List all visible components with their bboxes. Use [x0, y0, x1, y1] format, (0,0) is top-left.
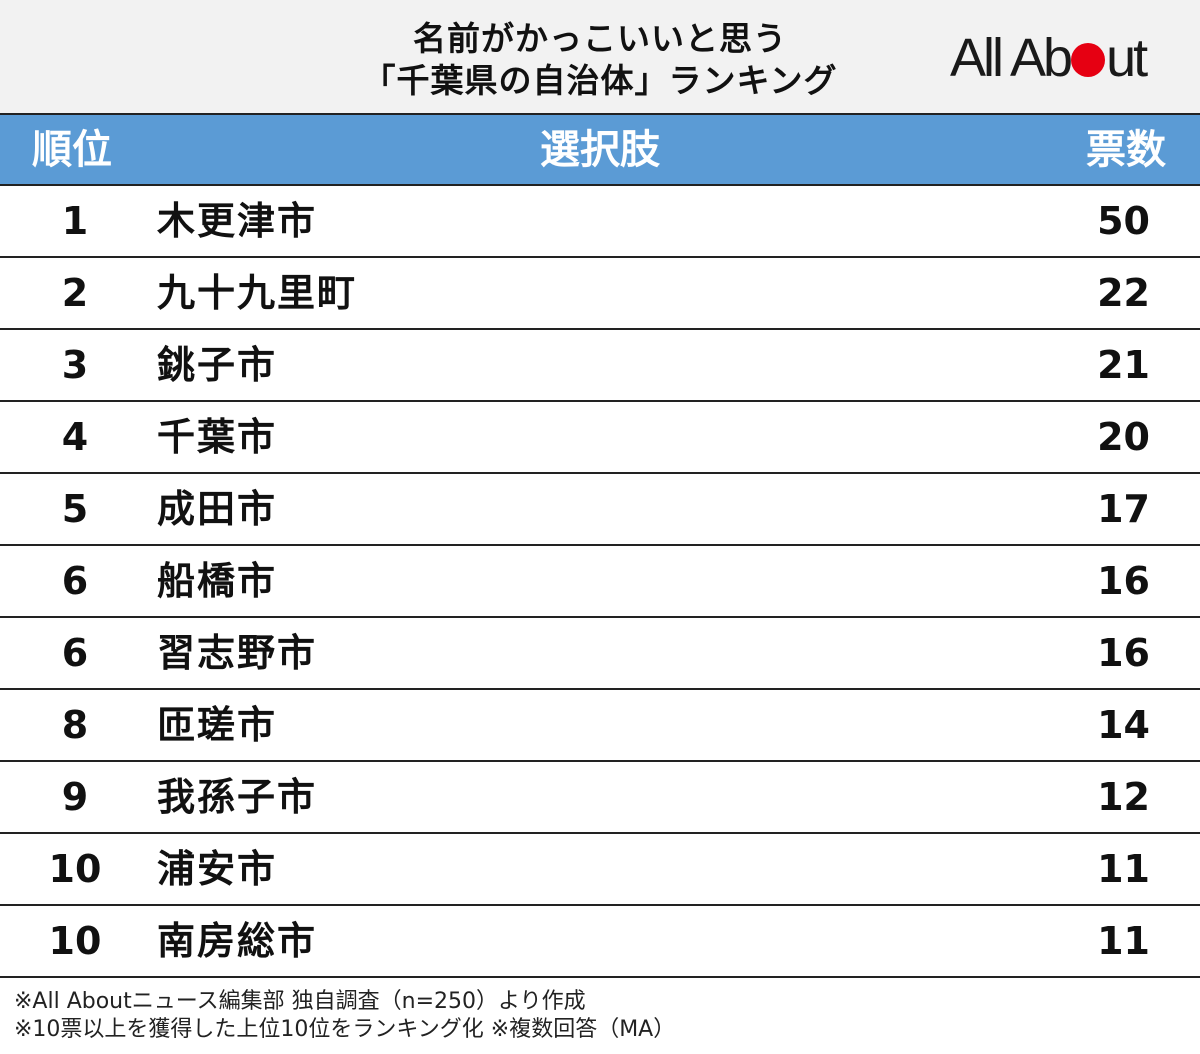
choice-cell: 習志野市	[157, 631, 318, 675]
table-row: 5 成田市 17	[0, 474, 1200, 546]
rank-cell: 3	[61, 343, 89, 387]
choice-cell: 木更津市	[157, 199, 318, 243]
rank-cell: 6	[61, 559, 89, 603]
votes-cell: 16	[1097, 559, 1150, 603]
footnote-source: ※All Aboutニュース編集部 独自調査（n=250）より作成	[14, 989, 586, 1014]
rank-cell: 5	[61, 487, 89, 531]
choice-cell: 匝瑳市	[157, 703, 278, 747]
choice-cell: 銚子市	[157, 343, 278, 387]
table-row: 1 木更津市 50	[0, 186, 1200, 258]
rank-cell: 1	[61, 199, 89, 243]
votes-cell: 14	[1097, 703, 1150, 747]
table-header: 順位 選択肢 票数	[0, 113, 1200, 186]
rank-cell: 4	[61, 415, 89, 459]
choice-cell: 浦安市	[157, 847, 278, 891]
table-row: 10 浦安市 11	[0, 834, 1200, 906]
rank-cell: 10	[48, 919, 102, 963]
table-row: 3 銚子市 21	[0, 330, 1200, 402]
choice-cell: 南房総市	[157, 919, 318, 963]
page-title: 名前がかっこいいと思う 「千葉県の自治体」ランキング	[0, 18, 1200, 102]
rank-cell: 2	[61, 271, 89, 315]
votes-cell: 50	[1097, 199, 1150, 243]
votes-cell: 11	[1097, 847, 1150, 891]
rank-cell: 6	[61, 631, 89, 675]
votes-cell: 11	[1097, 919, 1150, 963]
table-row: 6 船橋市 16	[0, 546, 1200, 618]
table-row: 8 匝瑳市 14	[0, 690, 1200, 762]
rank-cell: 10	[48, 847, 102, 891]
choice-cell: 成田市	[157, 487, 278, 531]
column-header-choice: 選択肢	[540, 127, 660, 173]
votes-cell: 21	[1097, 343, 1150, 387]
logo-red-dot-icon	[1071, 43, 1106, 77]
column-header-rank: 順位	[32, 127, 112, 173]
votes-cell: 16	[1097, 631, 1150, 675]
choice-cell: 我孫子市	[157, 775, 318, 819]
logo-text-2: ut	[1106, 28, 1148, 88]
column-header-votes: 票数	[1086, 127, 1166, 173]
title-line-1: 名前がかっこいいと思う	[413, 19, 787, 58]
ranking-table-body: 1 木更津市 50 2 九十九里町 22 3 銚子市 21 4 千葉市 20 5 成田市 17 6 船橋市 16 6…	[0, 186, 1200, 978]
title-line-2: 「千葉県の自治体」ランキング	[362, 61, 838, 100]
header: 名前がかっこいいと思う 「千葉県の自治体」ランキング All Ab ut	[0, 0, 1200, 113]
votes-cell: 17	[1097, 487, 1150, 531]
votes-cell: 20	[1097, 415, 1150, 459]
logo-text-1: All Ab	[950, 28, 1073, 88]
allabout-logo: All Ab ut	[950, 28, 1148, 88]
footnotes: ※All Aboutニュース編集部 独自調査（n=250）より作成 ※10票以上…	[14, 988, 675, 1044]
table-row: 6 習志野市 16	[0, 618, 1200, 690]
table-row: 4 千葉市 20	[0, 402, 1200, 474]
rank-cell: 9	[61, 775, 89, 819]
rank-cell: 8	[61, 703, 89, 747]
footnote-method: ※10票以上を獲得した上位10位をランキング化 ※複数回答（MA）	[14, 1017, 676, 1042]
table-row: 9 我孫子市 12	[0, 762, 1200, 834]
table-row: 10 南房総市 11	[0, 906, 1200, 978]
votes-cell: 12	[1097, 775, 1150, 819]
choice-cell: 千葉市	[157, 415, 278, 459]
choice-cell: 船橋市	[157, 559, 278, 603]
table-row: 2 九十九里町 22	[0, 258, 1200, 330]
choice-cell: 九十九里町	[157, 271, 358, 315]
votes-cell: 22	[1097, 271, 1150, 315]
